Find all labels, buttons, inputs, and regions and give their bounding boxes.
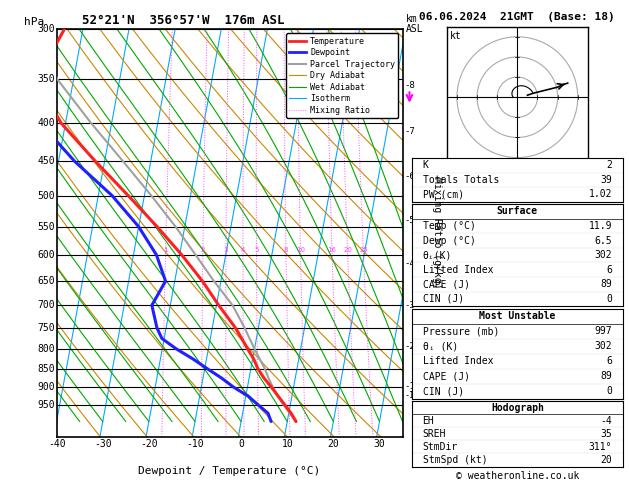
Text: 400: 400 (37, 118, 55, 128)
Text: CAPE (J): CAPE (J) (423, 371, 469, 381)
Text: -5: -5 (404, 216, 415, 225)
Text: 6: 6 (606, 356, 612, 366)
Text: -8: -8 (404, 81, 415, 90)
Text: SREH: SREH (423, 429, 446, 439)
Text: 20: 20 (601, 455, 612, 465)
Text: -6: -6 (404, 173, 415, 181)
Text: PW (cm): PW (cm) (423, 190, 464, 199)
Text: CIN (J): CIN (J) (423, 386, 464, 396)
Text: Dewpoint / Temperature (°C): Dewpoint / Temperature (°C) (138, 466, 321, 476)
Text: 311°: 311° (589, 442, 612, 452)
Text: 850: 850 (37, 364, 55, 374)
Text: 10: 10 (296, 247, 305, 253)
Text: -40: -40 (48, 439, 65, 450)
Text: 1.02: 1.02 (589, 190, 612, 199)
Text: 52°21'N  356°57'W  176m ASL: 52°21'N 356°57'W 176m ASL (82, 14, 284, 27)
Text: © weatheronline.co.uk: © weatheronline.co.uk (455, 471, 579, 481)
Text: -20: -20 (140, 439, 158, 450)
Text: 30: 30 (374, 439, 386, 450)
Text: -30: -30 (94, 439, 111, 450)
Text: 450: 450 (37, 156, 55, 166)
Text: 2: 2 (606, 160, 612, 170)
Text: 500: 500 (37, 191, 55, 201)
Text: 0: 0 (606, 294, 612, 304)
Text: Temp (°C): Temp (°C) (423, 221, 476, 231)
Text: 6.5: 6.5 (594, 236, 612, 245)
Text: 950: 950 (37, 400, 55, 410)
Text: 650: 650 (37, 276, 55, 286)
Text: 10: 10 (281, 439, 293, 450)
Text: Most Unstable: Most Unstable (479, 311, 555, 321)
Text: 6: 6 (606, 265, 612, 275)
Text: 700: 700 (37, 300, 55, 310)
Text: 800: 800 (37, 344, 55, 354)
Text: 20: 20 (328, 439, 339, 450)
Text: 750: 750 (37, 323, 55, 333)
Text: EH: EH (423, 416, 434, 426)
Text: Pressure (mb): Pressure (mb) (423, 326, 499, 336)
Text: -1LCL: -1LCL (404, 391, 429, 400)
Text: hPa: hPa (24, 17, 44, 27)
Text: -2: -2 (404, 342, 415, 351)
Text: 20: 20 (343, 247, 352, 253)
Text: Dewp (°C): Dewp (°C) (423, 236, 476, 245)
Text: -4: -4 (601, 416, 612, 426)
Text: 5: 5 (254, 247, 259, 253)
Text: Lifted Index: Lifted Index (423, 265, 493, 275)
Legend: Temperature, Dewpoint, Parcel Trajectory, Dry Adiabat, Wet Adiabat, Isotherm, Mi: Temperature, Dewpoint, Parcel Trajectory… (286, 34, 398, 118)
Text: 600: 600 (37, 250, 55, 260)
Text: 0: 0 (606, 386, 612, 396)
Text: Lifted Index: Lifted Index (423, 356, 493, 366)
Text: -1: -1 (404, 382, 415, 391)
Text: -7: -7 (404, 127, 415, 136)
Text: Mixing Ratio (g/kg): Mixing Ratio (g/kg) (432, 177, 442, 289)
Text: 8: 8 (284, 247, 288, 253)
Text: 11.9: 11.9 (589, 221, 612, 231)
Text: km: km (406, 14, 418, 24)
Text: StmDir: StmDir (423, 442, 458, 452)
Text: kt: kt (450, 31, 462, 41)
Text: 89: 89 (601, 371, 612, 381)
Text: 89: 89 (601, 279, 612, 289)
Text: Hodograph: Hodograph (491, 402, 544, 413)
Text: 06.06.2024  21GMT  (Base: 18): 06.06.2024 21GMT (Base: 18) (420, 12, 615, 22)
Text: 300: 300 (37, 24, 55, 34)
Text: 900: 900 (37, 382, 55, 392)
Text: StmSpd (kt): StmSpd (kt) (423, 455, 487, 465)
Text: 302: 302 (594, 341, 612, 351)
Text: -4: -4 (404, 259, 415, 268)
Text: CIN (J): CIN (J) (423, 294, 464, 304)
Text: -3: -3 (404, 301, 415, 310)
Text: 16: 16 (328, 247, 337, 253)
Text: θᵢ(K): θᵢ(K) (423, 250, 452, 260)
Text: 997: 997 (594, 326, 612, 336)
Text: -10: -10 (186, 439, 204, 450)
Text: Surface: Surface (497, 207, 538, 216)
Text: 302: 302 (594, 250, 612, 260)
Text: ASL: ASL (406, 24, 423, 34)
Text: 35: 35 (601, 429, 612, 439)
Text: K: K (423, 160, 428, 170)
Text: Totals Totals: Totals Totals (423, 175, 499, 185)
Text: 1: 1 (164, 247, 168, 253)
Text: 2: 2 (201, 247, 205, 253)
Text: θᵢ (K): θᵢ (K) (423, 341, 458, 351)
Text: 0: 0 (238, 439, 244, 450)
Text: 39: 39 (601, 175, 612, 185)
Text: 3: 3 (224, 247, 228, 253)
Text: 25: 25 (359, 247, 368, 253)
Text: 4: 4 (241, 247, 245, 253)
Text: CAPE (J): CAPE (J) (423, 279, 469, 289)
Text: 350: 350 (37, 74, 55, 85)
Text: 550: 550 (37, 222, 55, 232)
